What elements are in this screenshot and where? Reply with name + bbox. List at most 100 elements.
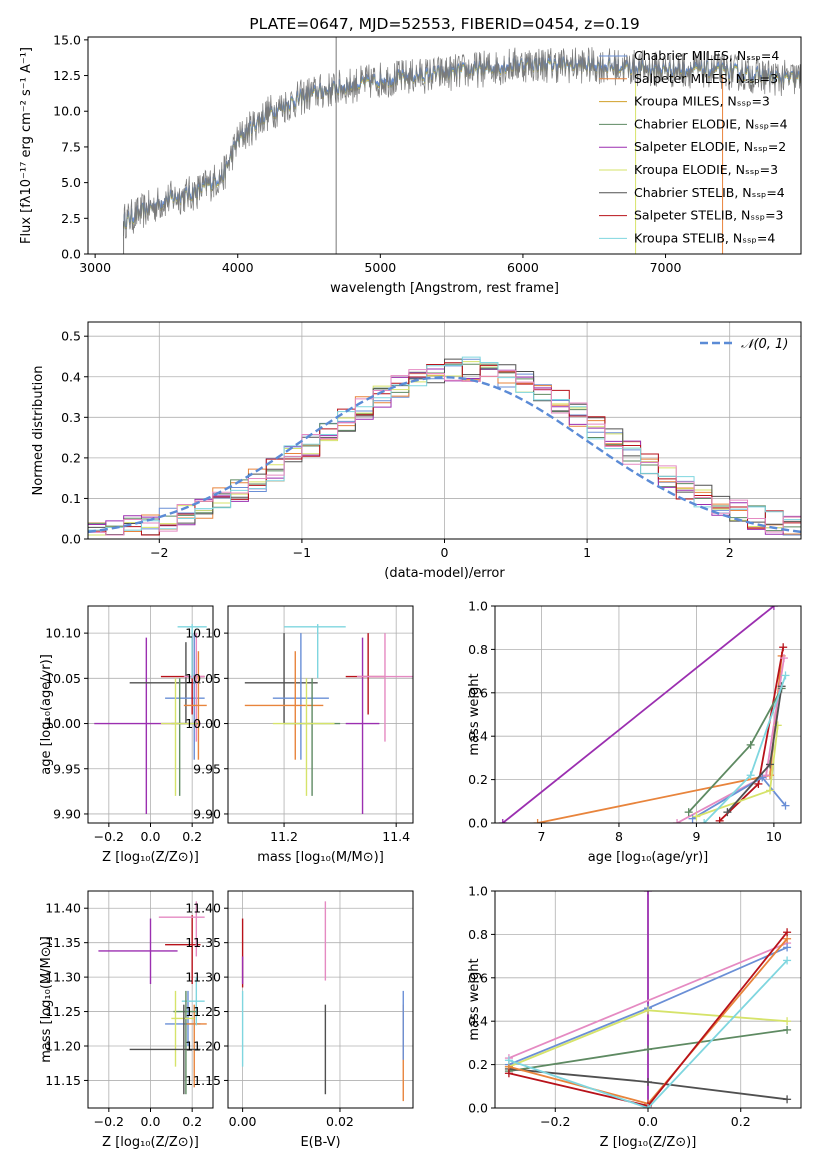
y-tick-label: 12.5 bbox=[53, 68, 81, 83]
x-axis-label: wavelength [Angstrom, rest frame] bbox=[330, 281, 559, 296]
x-tick-label: 8 bbox=[615, 829, 623, 844]
x-tick-label: 0.00 bbox=[229, 1114, 257, 1129]
panel-8: −0.2 0.0 0.2 0.0 0.2 0.4 0.6 0.8 1.0 Z [log₁₀(Z/Z… bbox=[467, 884, 802, 1150]
y-tick-label: 0.4 bbox=[468, 729, 488, 744]
mass-weight-line bbox=[696, 725, 779, 818]
x-tick-label: 2 bbox=[726, 545, 734, 560]
y-tick-label: 11.35 bbox=[45, 935, 81, 950]
panel-5: 7 8 9 10 0.0 0.2 0.4 0.6 0.8 1.0 age [log₁₀(age/yr… bbox=[467, 599, 802, 865]
x-tick-label: 11.4 bbox=[382, 829, 410, 844]
residual-histogram-line bbox=[88, 369, 801, 539]
x-tick-label: 4000 bbox=[222, 260, 254, 275]
x-axis-label: Z [log₁₀(Z/Z⊙)] bbox=[600, 1135, 697, 1150]
y-tick-label: 0.0 bbox=[61, 532, 81, 547]
mass-weight-line bbox=[508, 942, 788, 1059]
y-tick-label: 0.6 bbox=[468, 970, 488, 985]
y-tick-label: 10.10 bbox=[45, 626, 81, 641]
y-tick-label: 0.1 bbox=[61, 491, 81, 506]
mass-weight-line bbox=[676, 657, 785, 823]
y-tick-label: 9.95 bbox=[193, 761, 221, 776]
data-spectrum-line bbox=[123, 47, 801, 239]
plot-area bbox=[241, 901, 404, 1102]
y-tick-label: 0.2 bbox=[61, 450, 81, 465]
y-axis-label: age [log₁₀(age/yr)] bbox=[39, 654, 54, 775]
plot-area bbox=[244, 624, 413, 814]
y-tick-label: 11.30 bbox=[185, 970, 221, 985]
y-tick-label: 11.15 bbox=[185, 1073, 221, 1088]
x-tick-label: 9 bbox=[692, 829, 700, 844]
panel-4: 11.2 11.4 10.10 10.05 10.00 9.95 9.90 mass [log… bbox=[185, 605, 414, 865]
legend-label: Salpeter ELODIE, Nₛₛₚ=2 bbox=[634, 139, 786, 154]
legend-label: Kroupa STELIB, Nₛₛₚ=4 bbox=[634, 230, 775, 245]
y-tick-label: 11.15 bbox=[45, 1073, 81, 1088]
y-tick-label: 0.2 bbox=[468, 772, 488, 787]
legend-label: Kroupa ELODIE, Nₛₛₚ=3 bbox=[634, 162, 778, 177]
y-tick-label: 11.25 bbox=[185, 1004, 221, 1019]
x-axis-label: age [log₁₀(age/yr)] bbox=[588, 850, 709, 865]
x-axis-label: Z [log₁₀(Z/Z⊙)] bbox=[102, 850, 199, 865]
figure-title: PLATE=0647, MJD=52553, FIBERID=0454, z=0… bbox=[249, 15, 639, 33]
y-tick-label: 10.0 bbox=[53, 104, 81, 119]
mass-weight-line bbox=[502, 606, 775, 823]
x-axis-label: E(B-V) bbox=[300, 1135, 340, 1150]
normal-reference-curve bbox=[88, 375, 801, 534]
y-tick-label: 0.0 bbox=[468, 816, 488, 831]
y-tick-label: 0.8 bbox=[468, 927, 488, 942]
y-tick-label: 11.30 bbox=[45, 970, 81, 985]
y-tick-label: 0.2 bbox=[468, 1057, 488, 1072]
x-tick-label: 0.2 bbox=[731, 1114, 751, 1129]
legend-label: Chabrier MILES, Nₛₛₚ=4 bbox=[634, 48, 779, 63]
y-tick-label: 9.90 bbox=[53, 806, 81, 821]
y-tick-label: 0.0 bbox=[468, 1101, 488, 1116]
x-tick-label: 0.02 bbox=[326, 1114, 354, 1129]
y-tick-label: 11.40 bbox=[185, 901, 221, 916]
panel-1: Chabrier MILES, Nₛₛₚ=4 Salpeter MILES, Nₛ… bbox=[19, 32, 802, 296]
plot-area bbox=[498, 606, 790, 823]
x-tick-label: −0.2 bbox=[94, 829, 124, 844]
y-tick-label: 0.3 bbox=[61, 410, 81, 425]
x-axis-label: Z [log₁₀(Z/Z⊙)] bbox=[102, 1135, 199, 1150]
axes-frame bbox=[87, 36, 802, 255]
y-tick-label: 0.4 bbox=[61, 369, 81, 384]
y-tick-label: 0.6 bbox=[468, 685, 488, 700]
legend-label: Salpeter MILES, Nₛₛₚ=3 bbox=[634, 71, 778, 86]
legend-label: Salpeter STELIB, Nₛₛₚ=3 bbox=[634, 208, 784, 223]
y-tick-label: 11.25 bbox=[45, 1004, 81, 1019]
y-tick-label: 11.40 bbox=[45, 901, 81, 916]
y-tick-label: 10.10 bbox=[185, 626, 221, 641]
panel-7: 0.00 0.02 11.40 11.35 11.30 11.25 11.20 11.15 E(… bbox=[185, 890, 414, 1150]
x-tick-label: 6000 bbox=[507, 260, 539, 275]
y-axis-label: mass weight bbox=[467, 958, 482, 1040]
y-axis-label: mass weight bbox=[467, 673, 482, 755]
mass-weight-line bbox=[537, 655, 783, 823]
x-tick-label: 0.2 bbox=[182, 1114, 202, 1129]
y-axis-label: Normed distribution bbox=[31, 366, 46, 496]
x-tick-label: 1 bbox=[583, 545, 591, 560]
plot-area bbox=[504, 891, 792, 1108]
y-tick-label: 0.4 bbox=[468, 1014, 488, 1029]
x-tick-label: 3000 bbox=[79, 260, 111, 275]
x-tick-label: −0.2 bbox=[540, 1114, 570, 1129]
x-tick-label: −0.2 bbox=[94, 1114, 124, 1129]
y-tick-label: 0.5 bbox=[61, 329, 81, 344]
y-tick-label: 5.0 bbox=[61, 175, 81, 190]
x-tick-label: 7 bbox=[538, 829, 546, 844]
legend-label: Chabrier ELODIE, Nₛₛₚ=4 bbox=[634, 116, 788, 131]
y-tick-label: 2.5 bbox=[61, 211, 81, 226]
panel-2: 𝒩(0, 1) −2 −1 0 1 2 0.0 0.1 0.2 0.3 0.4 0.5 (data-mo… bbox=[31, 321, 802, 581]
x-axis-label: (data-model)/error bbox=[384, 566, 505, 581]
x-tick-label: 5000 bbox=[364, 260, 396, 275]
x-tick-label: 0 bbox=[441, 545, 449, 560]
legend-label: Kroupa MILES, Nₛₛₚ=3 bbox=[634, 94, 770, 109]
axes-frame bbox=[227, 890, 414, 1109]
y-tick-label: 15.0 bbox=[53, 32, 81, 47]
y-tick-label: 0.8 bbox=[468, 642, 488, 657]
x-tick-label: −1 bbox=[293, 545, 311, 560]
x-tick-label: 10 bbox=[766, 829, 782, 844]
x-tick-label: 0.2 bbox=[182, 829, 202, 844]
y-tick-label: 0.0 bbox=[61, 247, 81, 262]
y-tick-label: 11.35 bbox=[185, 935, 221, 950]
x-tick-label: 7000 bbox=[650, 260, 682, 275]
x-tick-label: −2 bbox=[150, 545, 168, 560]
